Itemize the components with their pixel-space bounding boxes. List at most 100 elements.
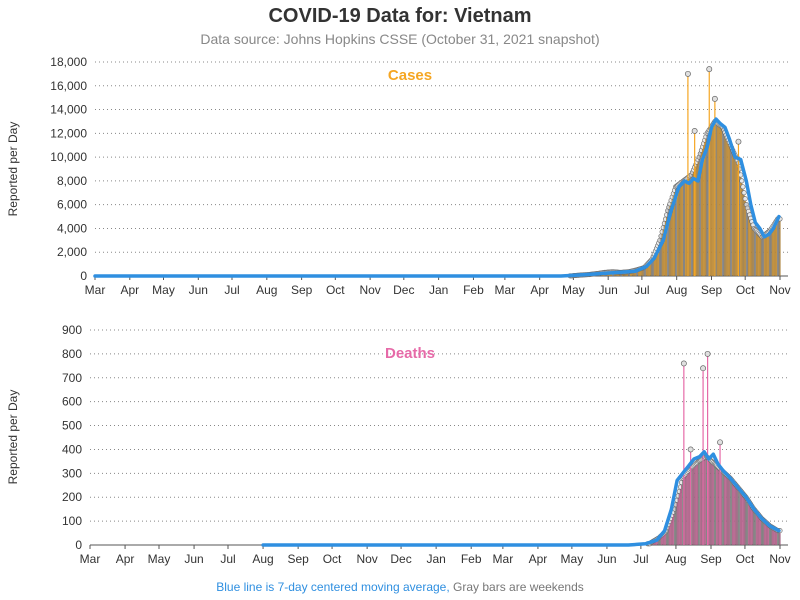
data-point	[742, 196, 748, 202]
bar	[753, 509, 755, 546]
bar	[731, 480, 734, 546]
bar	[729, 477, 731, 546]
bar	[669, 521, 671, 546]
bar	[716, 465, 718, 546]
x-tick-label: Jul	[220, 552, 235, 566]
bar	[735, 484, 737, 546]
bar	[680, 182, 682, 277]
bar	[748, 502, 751, 546]
y-tick-label: 600	[62, 395, 82, 409]
bar	[754, 510, 756, 546]
bar	[692, 169, 695, 277]
bar	[734, 483, 736, 546]
bar	[718, 124, 720, 277]
bar	[667, 527, 669, 546]
x-tick-label: Apr	[529, 552, 548, 566]
bar	[677, 495, 679, 546]
bar	[715, 122, 717, 277]
y-tick-label: 12,000	[50, 126, 87, 140]
bar	[723, 129, 725, 277]
bar	[740, 174, 742, 277]
bar	[682, 477, 684, 546]
x-tick-label: Jun	[599, 283, 618, 297]
bar	[701, 459, 703, 546]
footer-legend-average: Blue line is 7-day centered moving avera…	[216, 580, 450, 594]
bar	[752, 224, 754, 277]
bar	[725, 134, 727, 277]
bar	[759, 515, 761, 546]
bar	[769, 230, 771, 277]
bar	[756, 513, 758, 546]
bar	[694, 464, 696, 546]
bar	[676, 500, 678, 546]
bar	[668, 524, 670, 546]
bar	[711, 461, 713, 546]
bar	[723, 472, 726, 546]
x-tick-label: Aug	[666, 283, 687, 297]
bar	[772, 225, 774, 277]
chart-title: COVID-19 Data for: Vietnam	[268, 5, 532, 27]
x-tick-label: Nov	[356, 552, 377, 566]
y-tick-label: 900	[62, 323, 82, 337]
x-tick-label: May	[562, 283, 585, 297]
x-tick-label: Jan	[426, 552, 445, 566]
bar	[777, 218, 779, 277]
y-tick-label: 10,000	[50, 150, 87, 164]
bar	[756, 231, 759, 277]
x-tick-label: Nov	[769, 283, 790, 297]
bar	[683, 179, 686, 277]
bar	[745, 204, 747, 277]
data-point	[741, 190, 747, 196]
moving-average-line	[93, 117, 781, 278]
x-tick-label: Jan	[429, 283, 448, 297]
bar	[677, 185, 679, 277]
bar	[689, 175, 691, 277]
bar	[724, 132, 726, 277]
x-tick-label: Sep	[287, 552, 309, 566]
bar	[717, 466, 719, 546]
y-tick-label: 6,000	[57, 198, 87, 212]
y-tick-label: 4,000	[57, 221, 87, 235]
x-tick-label: Aug	[256, 283, 277, 297]
bar	[728, 142, 731, 277]
spike-point	[687, 446, 694, 453]
moving-average-line	[261, 450, 781, 547]
bar	[738, 168, 741, 277]
bar	[735, 157, 737, 277]
x-tick-label: May	[148, 552, 171, 566]
bar	[726, 137, 728, 277]
bar	[687, 471, 689, 546]
x-tick-label: Feb	[463, 283, 484, 297]
bar	[685, 473, 687, 546]
bar	[678, 184, 680, 277]
bar	[733, 482, 735, 546]
x-tick-label: Jun	[597, 552, 616, 566]
x-tick-label: Oct	[736, 552, 755, 566]
bar	[714, 464, 717, 546]
bar	[742, 493, 744, 546]
y-tick-label: 0	[75, 538, 82, 552]
x-tick-label: Aug	[665, 552, 686, 566]
x-tick-label: Mar	[493, 552, 514, 566]
spike-point	[684, 70, 691, 77]
footer-legend-weekend: Gray bars are weekends	[453, 580, 584, 594]
data-point	[740, 184, 746, 190]
bar	[712, 462, 714, 546]
y-axis-label: Reported per Day	[6, 122, 20, 217]
bar	[737, 487, 739, 546]
chart-footer: Blue line is 7-day centered moving avera…	[0, 580, 800, 594]
bar	[719, 125, 722, 277]
bar	[691, 172, 693, 277]
chart-panel-0: 0 2,000 4,000 6,000 8,000 10,000 12,000 14,000 1…	[6, 55, 791, 297]
bar	[707, 131, 709, 277]
bars	[645, 454, 783, 547]
bar	[773, 223, 775, 277]
spike-point	[735, 138, 742, 145]
y-tick-label: 14,000	[50, 103, 87, 117]
bar	[727, 140, 729, 277]
y-tick-label: 100	[62, 514, 82, 528]
bar	[709, 128, 711, 277]
bar	[730, 145, 732, 277]
bar	[741, 180, 743, 277]
y-tick-label: 500	[62, 419, 82, 433]
